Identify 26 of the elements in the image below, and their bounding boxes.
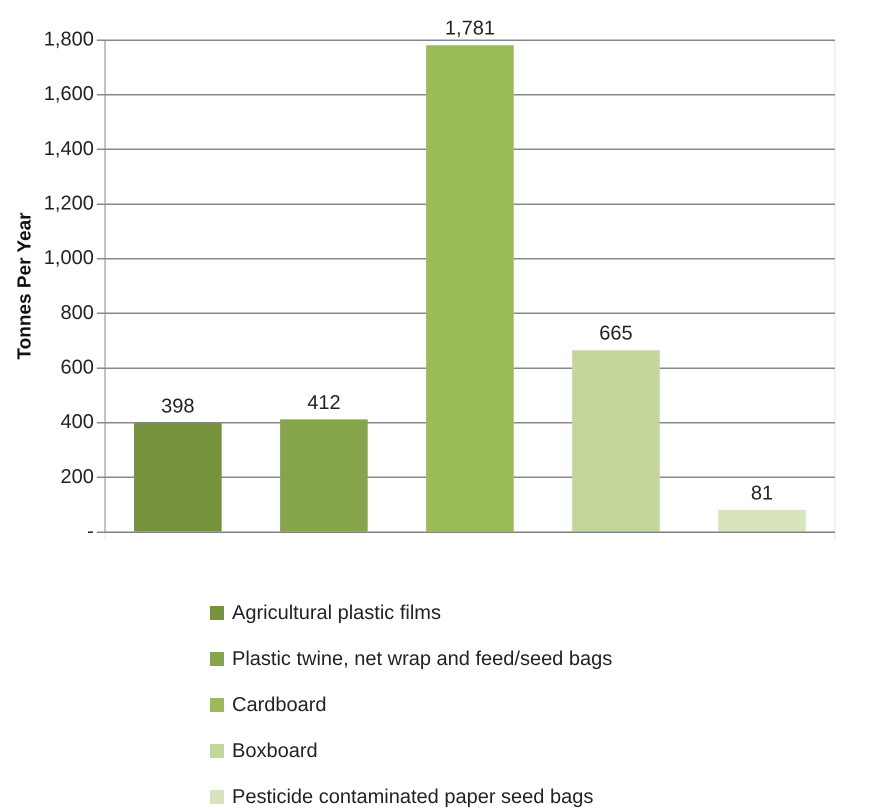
y-axis-title: Tonnes Per Year <box>14 212 36 360</box>
y-tick-label: 1,600 <box>44 83 94 106</box>
y-tick-label: 1,800 <box>44 28 94 51</box>
bar <box>426 45 514 532</box>
text: 665 <box>599 322 633 345</box>
y-tick-label: 200 <box>60 466 94 488</box>
legend-label: Plastic twine, net wrap and feed/seed bags <box>232 648 612 670</box>
legend-label: Cardboard <box>232 694 327 716</box>
bar <box>718 510 806 532</box>
text: 412 <box>307 392 341 414</box>
text: 398 <box>161 396 195 418</box>
y-tick-label: 600 <box>60 356 94 379</box>
text: 1,781 <box>444 18 495 40</box>
y-tick-label: - <box>87 520 94 543</box>
bar <box>572 350 660 532</box>
y-tick-label: 800 <box>60 302 94 324</box>
text: 81 <box>750 482 774 504</box>
bar <box>134 423 222 532</box>
y-tick-label: 1,200 <box>44 192 94 215</box>
y-tick-label: 400 <box>60 411 94 434</box>
legend-label: Agricultural plastic films <box>232 602 441 624</box>
y-tick-label: 1,400 <box>44 138 94 160</box>
legend-label: Boxboard <box>232 740 318 762</box>
bar <box>280 419 368 532</box>
legend-label: Pesticide contaminated paper seed bags <box>232 786 594 808</box>
y-tick-label: 1,000 <box>44 247 94 270</box>
